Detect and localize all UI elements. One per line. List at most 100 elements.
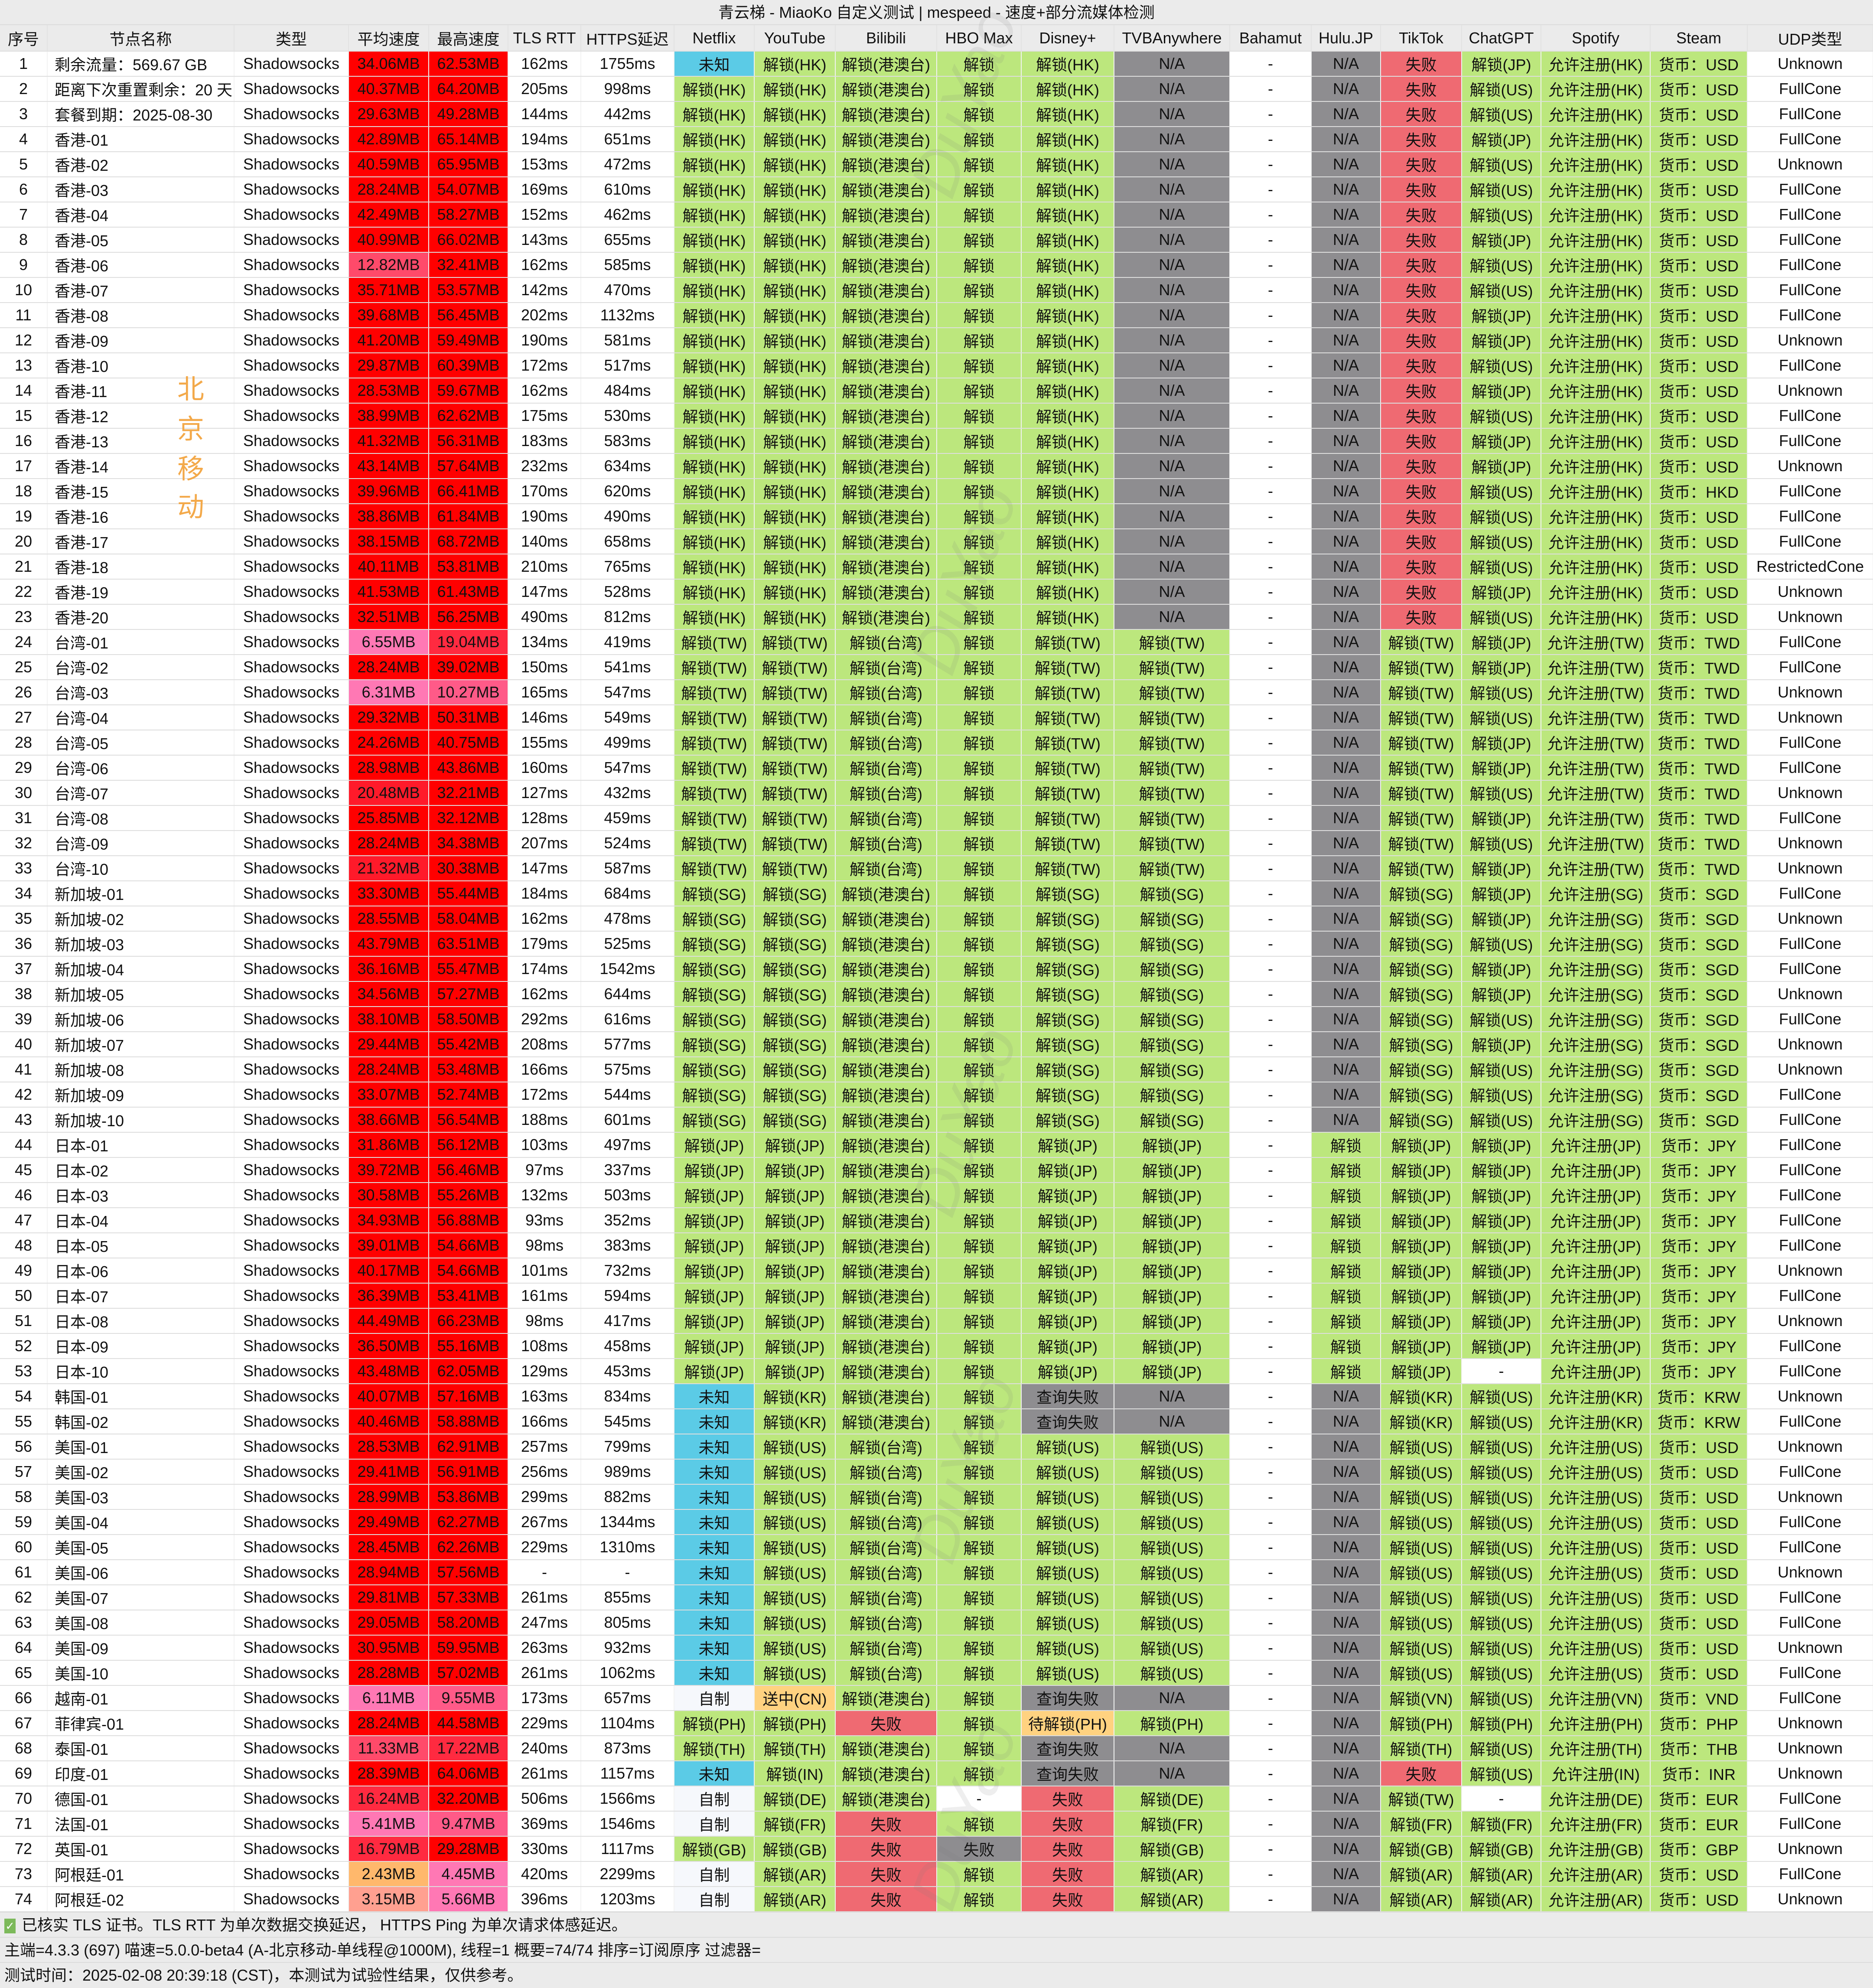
column-header-bahamut[interactable]: Bahamut [1230,25,1312,52]
table-row[interactable]: 68 泰国-01 Shadowsocks 11.33MB 17.22MB 240ms 873… [0,1736,1873,1761]
cell-seq: 71 [0,1811,48,1837]
table-row[interactable]: 27 台湾-04 Shadowsocks 29.32MB 50.31MB 146ms 549… [0,705,1873,730]
table-row[interactable]: 53 日本-10 Shadowsocks 43.48MB 62.05MB 129ms 453… [0,1359,1873,1384]
table-row[interactable]: 29 台湾-06 Shadowsocks 28.98MB 43.86MB 160ms 547… [0,755,1873,781]
cell-type: Shadowsocks [234,51,349,77]
table-row[interactable]: 12 香港-09 Shadowsocks 41.20MB 59.49MB 190ms 581… [0,328,1873,353]
table-row[interactable]: 59 美国-04 Shadowsocks 29.49MB 62.27MB 267ms 134… [0,1509,1873,1535]
table-row[interactable]: 19 香港-16 Shadowsocks 38.86MB 61.84MB 190ms 490… [0,504,1873,529]
table-row[interactable]: 21 香港-18 Shadowsocks 40.11MB 53.81MB 210ms 765… [0,554,1873,580]
table-row[interactable]: 3 套餐到期：2025-08-30 Shadowsocks 29.63MB 49.28M… [0,101,1873,127]
column-header-disney-plus[interactable]: Disney+ [1021,25,1114,52]
cell-max-speed: 53.41MB [429,1283,508,1309]
table-row[interactable]: 30 台湾-07 Shadowsocks 20.48MB 32.21MB 127ms 432… [0,780,1873,806]
table-row[interactable]: 49 日本-06 Shadowsocks 40.17MB 54.66MB 101ms 732… [0,1258,1873,1284]
table-row[interactable]: 35 新加坡-02 Shadowsocks 28.55MB 58.04MB 162ms 47… [0,906,1873,932]
table-row[interactable]: 62 美国-07 Shadowsocks 29.81MB 57.33MB 261ms 855… [0,1585,1873,1610]
column-header-max-speed[interactable]: 最高速度 [429,25,508,52]
column-header-spotify[interactable]: Spotify [1541,25,1651,52]
column-header-node-name[interactable]: 节点名称 [47,25,235,52]
table-row[interactable]: 50 日本-07 Shadowsocks 36.39MB 53.41MB 161ms 594… [0,1283,1873,1309]
table-row[interactable]: 15 香港-12 Shadowsocks 38.99MB 62.62MB 175ms 530… [0,403,1873,429]
table-row[interactable]: 1 剩余流量：569.67 GB Shadowsocks 34.06MB 62.53MB… [0,51,1873,77]
column-header-youtube[interactable]: YouTube [754,25,836,52]
table-row[interactable]: 54 韩国-01 Shadowsocks 40.07MB 57.16MB 163ms 834… [0,1384,1873,1409]
table-row[interactable]: 24 台湾-01 Shadowsocks 6.55MB 19.04MB 134ms 419m… [0,629,1873,655]
table-row[interactable]: 72 英国-01 Shadowsocks 16.79MB 29.28MB 330ms 111… [0,1836,1873,1862]
table-row[interactable]: 16 香港-13 Shadowsocks 41.32MB 56.31MB 183ms 583… [0,428,1873,454]
table-row[interactable]: 36 新加坡-03 Shadowsocks 43.79MB 63.51MB 179ms 52… [0,931,1873,957]
table-row[interactable]: 67 菲律宾-01 Shadowsocks 28.24MB 44.58MB 229ms 11… [0,1711,1873,1736]
table-row[interactable]: 40 新加坡-07 Shadowsocks 29.44MB 55.42MB 208ms 57… [0,1032,1873,1057]
table-row[interactable]: 65 美国-10 Shadowsocks 28.28MB 57.02MB 261ms 106… [0,1660,1873,1686]
table-row[interactable]: 26 台湾-03 Shadowsocks 6.31MB 10.27MB 165ms 547m… [0,680,1873,705]
table-row[interactable]: 58 美国-03 Shadowsocks 28.99MB 53.86MB 299ms 882… [0,1484,1873,1510]
table-row[interactable]: 57 美国-02 Shadowsocks 29.41MB 56.91MB 256ms 989… [0,1459,1873,1485]
table-row[interactable]: 34 新加坡-01 Shadowsocks 33.30MB 55.44MB 184ms 68… [0,881,1873,906]
table-row[interactable]: 69 印度-01 Shadowsocks 28.39MB 64.06MB 261ms 115… [0,1761,1873,1786]
table-row[interactable]: 41 新加坡-08 Shadowsocks 28.24MB 53.48MB 166ms 57… [0,1057,1873,1082]
table-row[interactable]: 43 新加坡-10 Shadowsocks 38.66MB 56.54MB 188ms 60… [0,1107,1873,1133]
column-header-chatgpt[interactable]: ChatGPT [1462,25,1541,52]
column-header-seq[interactable]: 序号 [0,25,48,52]
table-row[interactable]: 20 香港-17 Shadowsocks 38.15MB 68.72MB 140ms 658… [0,529,1873,554]
table-row[interactable]: 56 美国-01 Shadowsocks 28.53MB 62.91MB 257ms 799… [0,1434,1873,1460]
table-row[interactable]: 46 日本-03 Shadowsocks 30.58MB 55.26MB 132ms 503… [0,1183,1873,1208]
table-row[interactable]: 60 美国-05 Shadowsocks 28.45MB 62.26MB 229ms 131… [0,1535,1873,1560]
table-row[interactable]: 48 日本-05 Shadowsocks 39.01MB 54.66MB 98ms 383m… [0,1233,1873,1258]
table-row[interactable]: 14 香港-11 Shadowsocks 28.53MB 59.67MB 162ms 484… [0,378,1873,404]
table-row[interactable]: 22 香港-19 Shadowsocks 41.53MB 61.43MB 147ms 528… [0,579,1873,605]
table-row[interactable]: 8 香港-05 Shadowsocks 40.99MB 66.02MB 143ms 655m… [0,227,1873,253]
column-header-steam[interactable]: Steam [1650,25,1748,52]
table-row[interactable]: 44 日本-01 Shadowsocks 31.86MB 56.12MB 103ms 497… [0,1132,1873,1158]
table-row[interactable]: 39 新加坡-06 Shadowsocks 38.10MB 58.50MB 292ms 61… [0,1007,1873,1032]
table-row[interactable]: 32 台湾-09 Shadowsocks 28.24MB 34.38MB 207ms 524… [0,831,1873,856]
table-row[interactable]: 10 香港-07 Shadowsocks 35.71MB 53.57MB 142ms 470… [0,277,1873,303]
cell-node-name: 香港-18 [47,554,235,580]
column-header-udp-type[interactable]: UDP类型 [1747,25,1873,52]
column-header-bilibili[interactable]: Bilibili [835,25,937,52]
table-row[interactable]: 6 香港-03 Shadowsocks 28.24MB 54.07MB 169ms 610m… [0,177,1873,202]
table-row[interactable]: 47 日本-04 Shadowsocks 34.93MB 56.88MB 93ms 352m… [0,1208,1873,1233]
cell-seq: 47 [0,1208,48,1233]
table-row[interactable]: 45 日本-02 Shadowsocks 39.72MB 56.46MB 97ms 337m… [0,1157,1873,1183]
table-row[interactable]: 64 美国-09 Shadowsocks 30.95MB 59.95MB 263ms 932… [0,1635,1873,1661]
table-row[interactable]: 17 香港-14 Shadowsocks 43.14MB 57.64MB 232ms 634… [0,453,1873,479]
table-row[interactable]: 28 台湾-05 Shadowsocks 24.26MB 40.75MB 155ms 499… [0,730,1873,756]
table-row[interactable]: 2 距离下次重置剩余：20 天 Shadowsocks 40.37MB 64.20MB 2… [0,76,1873,102]
table-row[interactable]: 63 美国-08 Shadowsocks 29.05MB 58.20MB 247ms 805… [0,1610,1873,1636]
table-row[interactable]: 9 香港-06 Shadowsocks 12.82MB 32.41MB 162ms 585m… [0,252,1873,278]
table-row[interactable]: 73 阿根廷-01 Shadowsocks 2.43MB 4.45MB 420ms 2299… [0,1861,1873,1887]
cell-seq: 61 [0,1560,48,1585]
column-header-hulu-jp[interactable]: Hulu.JP [1311,25,1381,52]
table-row[interactable]: 13 香港-10 Shadowsocks 29.87MB 60.39MB 172ms 517… [0,353,1873,378]
column-header-hbo-max[interactable]: HBO Max [937,25,1022,52]
column-header-avg-speed[interactable]: 平均速度 [349,25,429,52]
column-header-netflix[interactable]: Netflix [674,25,755,52]
table-row[interactable]: 71 法国-01 Shadowsocks 5.41MB 9.47MB 369ms 1546m… [0,1811,1873,1837]
table-row[interactable]: 51 日本-08 Shadowsocks 44.49MB 66.23MB 98ms 417m… [0,1308,1873,1334]
table-row[interactable]: 52 日本-09 Shadowsocks 36.50MB 55.16MB 108ms 458… [0,1333,1873,1359]
table-row[interactable]: 7 香港-04 Shadowsocks 42.49MB 58.27MB 152ms 462m… [0,202,1873,228]
table-row[interactable]: 33 台湾-10 Shadowsocks 21.32MB 30.38MB 147ms 587… [0,856,1873,881]
table-row[interactable]: 55 韩国-02 Shadowsocks 40.46MB 58.88MB 166ms 545… [0,1409,1873,1434]
table-row[interactable]: 4 香港-01 Shadowsocks 42.89MB 65.14MB 194ms 651m… [0,127,1873,152]
table-row[interactable]: 25 台湾-02 Shadowsocks 28.24MB 39.02MB 150ms 541… [0,655,1873,680]
table-row[interactable]: 74 阿根廷-02 Shadowsocks 3.15MB 5.66MB 396ms 1203… [0,1887,1873,1912]
table-row[interactable]: 11 香港-08 Shadowsocks 39.68MB 56.45MB 202ms 113… [0,303,1873,328]
table-row[interactable]: 18 香港-15 Shadowsocks 39.96MB 66.41MB 170ms 620… [0,479,1873,504]
table-row[interactable]: 5 香港-02 Shadowsocks 40.59MB 65.95MB 153ms 472m… [0,152,1873,177]
table-row[interactable]: 23 香港-20 Shadowsocks 32.51MB 56.25MB 490ms 812… [0,604,1873,630]
column-header-tvbanywhere[interactable]: TVBAnywhere [1114,25,1230,52]
table-row[interactable]: 37 新加坡-04 Shadowsocks 36.16MB 55.47MB 174ms 15… [0,956,1873,982]
table-row[interactable]: 31 台湾-08 Shadowsocks 25.85MB 32.12MB 128ms 459… [0,805,1873,831]
table-row[interactable]: 66 越南-01 Shadowsocks 6.11MB 9.55MB 173ms 657ms… [0,1685,1873,1711]
table-row[interactable]: 38 新加坡-05 Shadowsocks 34.56MB 57.27MB 162ms 64… [0,981,1873,1007]
table-row[interactable]: 70 德国-01 Shadowsocks 16.24MB 32.20MB 506ms 156… [0,1786,1873,1812]
table-row[interactable]: 61 美国-06 Shadowsocks 28.94MB 57.56MB - - 未知 解锁(U… [0,1560,1873,1585]
table-row[interactable]: 42 新加坡-09 Shadowsocks 33.07MB 52.74MB 172ms 54… [0,1082,1873,1108]
column-header-type[interactable]: 类型 [234,25,349,52]
column-header-tls-rtt[interactable]: TLS RTT [508,25,581,52]
column-header-tiktok[interactable]: TikTok [1381,25,1462,52]
column-header-https-delay[interactable]: HTTPS延迟 [581,25,674,52]
